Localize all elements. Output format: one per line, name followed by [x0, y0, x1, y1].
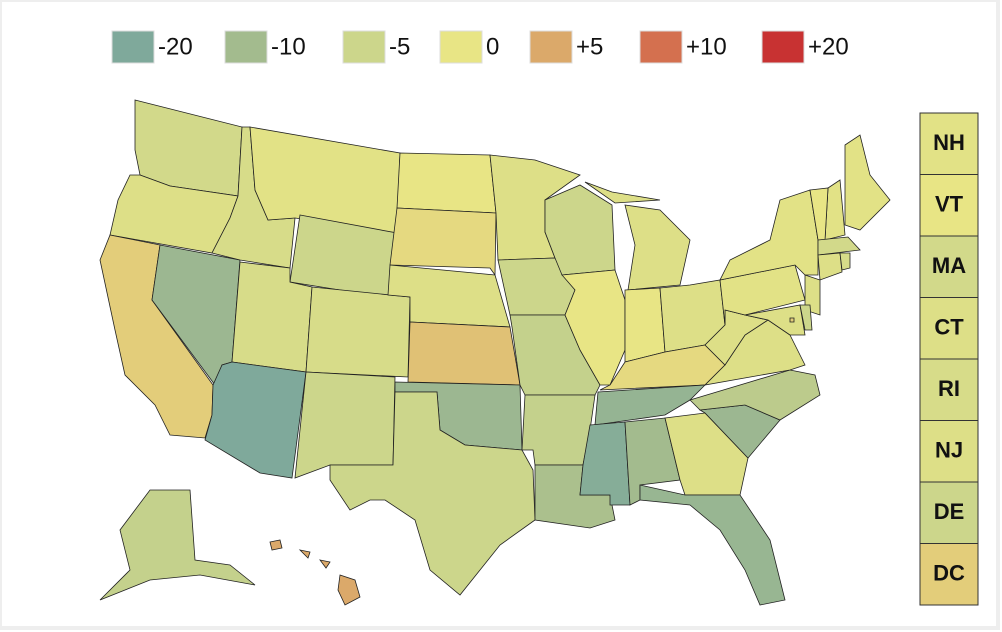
state — [817, 236, 861, 256]
legend-swatch — [761, 30, 805, 64]
legend-label: +5 — [576, 33, 603, 60]
state — [744, 304, 806, 336]
state — [99, 489, 256, 601]
state-box-label: VT — [935, 191, 964, 216]
legend-label: +20 — [808, 33, 849, 60]
state-box — [919, 235, 979, 298]
legend-label: -20 — [158, 33, 193, 60]
state — [389, 207, 497, 277]
state — [689, 369, 821, 421]
state-box-label: RI — [938, 376, 960, 401]
legend-label: 0 — [486, 33, 499, 60]
legend-label: -10 — [271, 33, 306, 60]
state — [789, 317, 795, 323]
legend-swatch — [342, 30, 386, 64]
state — [204, 361, 307, 479]
state-box-label: MA — [932, 253, 966, 278]
state — [839, 252, 851, 271]
state — [594, 384, 707, 426]
state-box-label: NJ — [935, 437, 963, 462]
state-box — [919, 543, 979, 606]
state — [396, 152, 497, 214]
state — [329, 391, 536, 596]
state — [584, 181, 691, 291]
state — [844, 134, 891, 231]
state — [561, 269, 626, 386]
state — [269, 539, 361, 606]
state — [799, 304, 813, 331]
state-box-label: DC — [933, 560, 965, 585]
legend-swatch — [439, 30, 483, 64]
state — [639, 484, 786, 606]
state-box — [919, 112, 979, 175]
state-box-label: NH — [933, 130, 965, 155]
legend-label: +10 — [686, 33, 727, 60]
state — [407, 321, 521, 386]
legend-swatch — [111, 30, 155, 64]
state-box — [919, 481, 979, 544]
state-box — [919, 420, 979, 483]
state — [817, 252, 843, 281]
legend-swatch — [224, 30, 268, 64]
state-box-label: DE — [934, 499, 965, 524]
state — [305, 286, 411, 378]
state-box-label: CT — [934, 314, 964, 339]
legend-swatch — [529, 30, 573, 64]
legend-swatch — [639, 30, 683, 64]
state — [294, 371, 396, 479]
state — [624, 287, 666, 363]
state-box — [919, 297, 979, 360]
legend-label: -5 — [389, 33, 410, 60]
state-box — [919, 174, 979, 237]
